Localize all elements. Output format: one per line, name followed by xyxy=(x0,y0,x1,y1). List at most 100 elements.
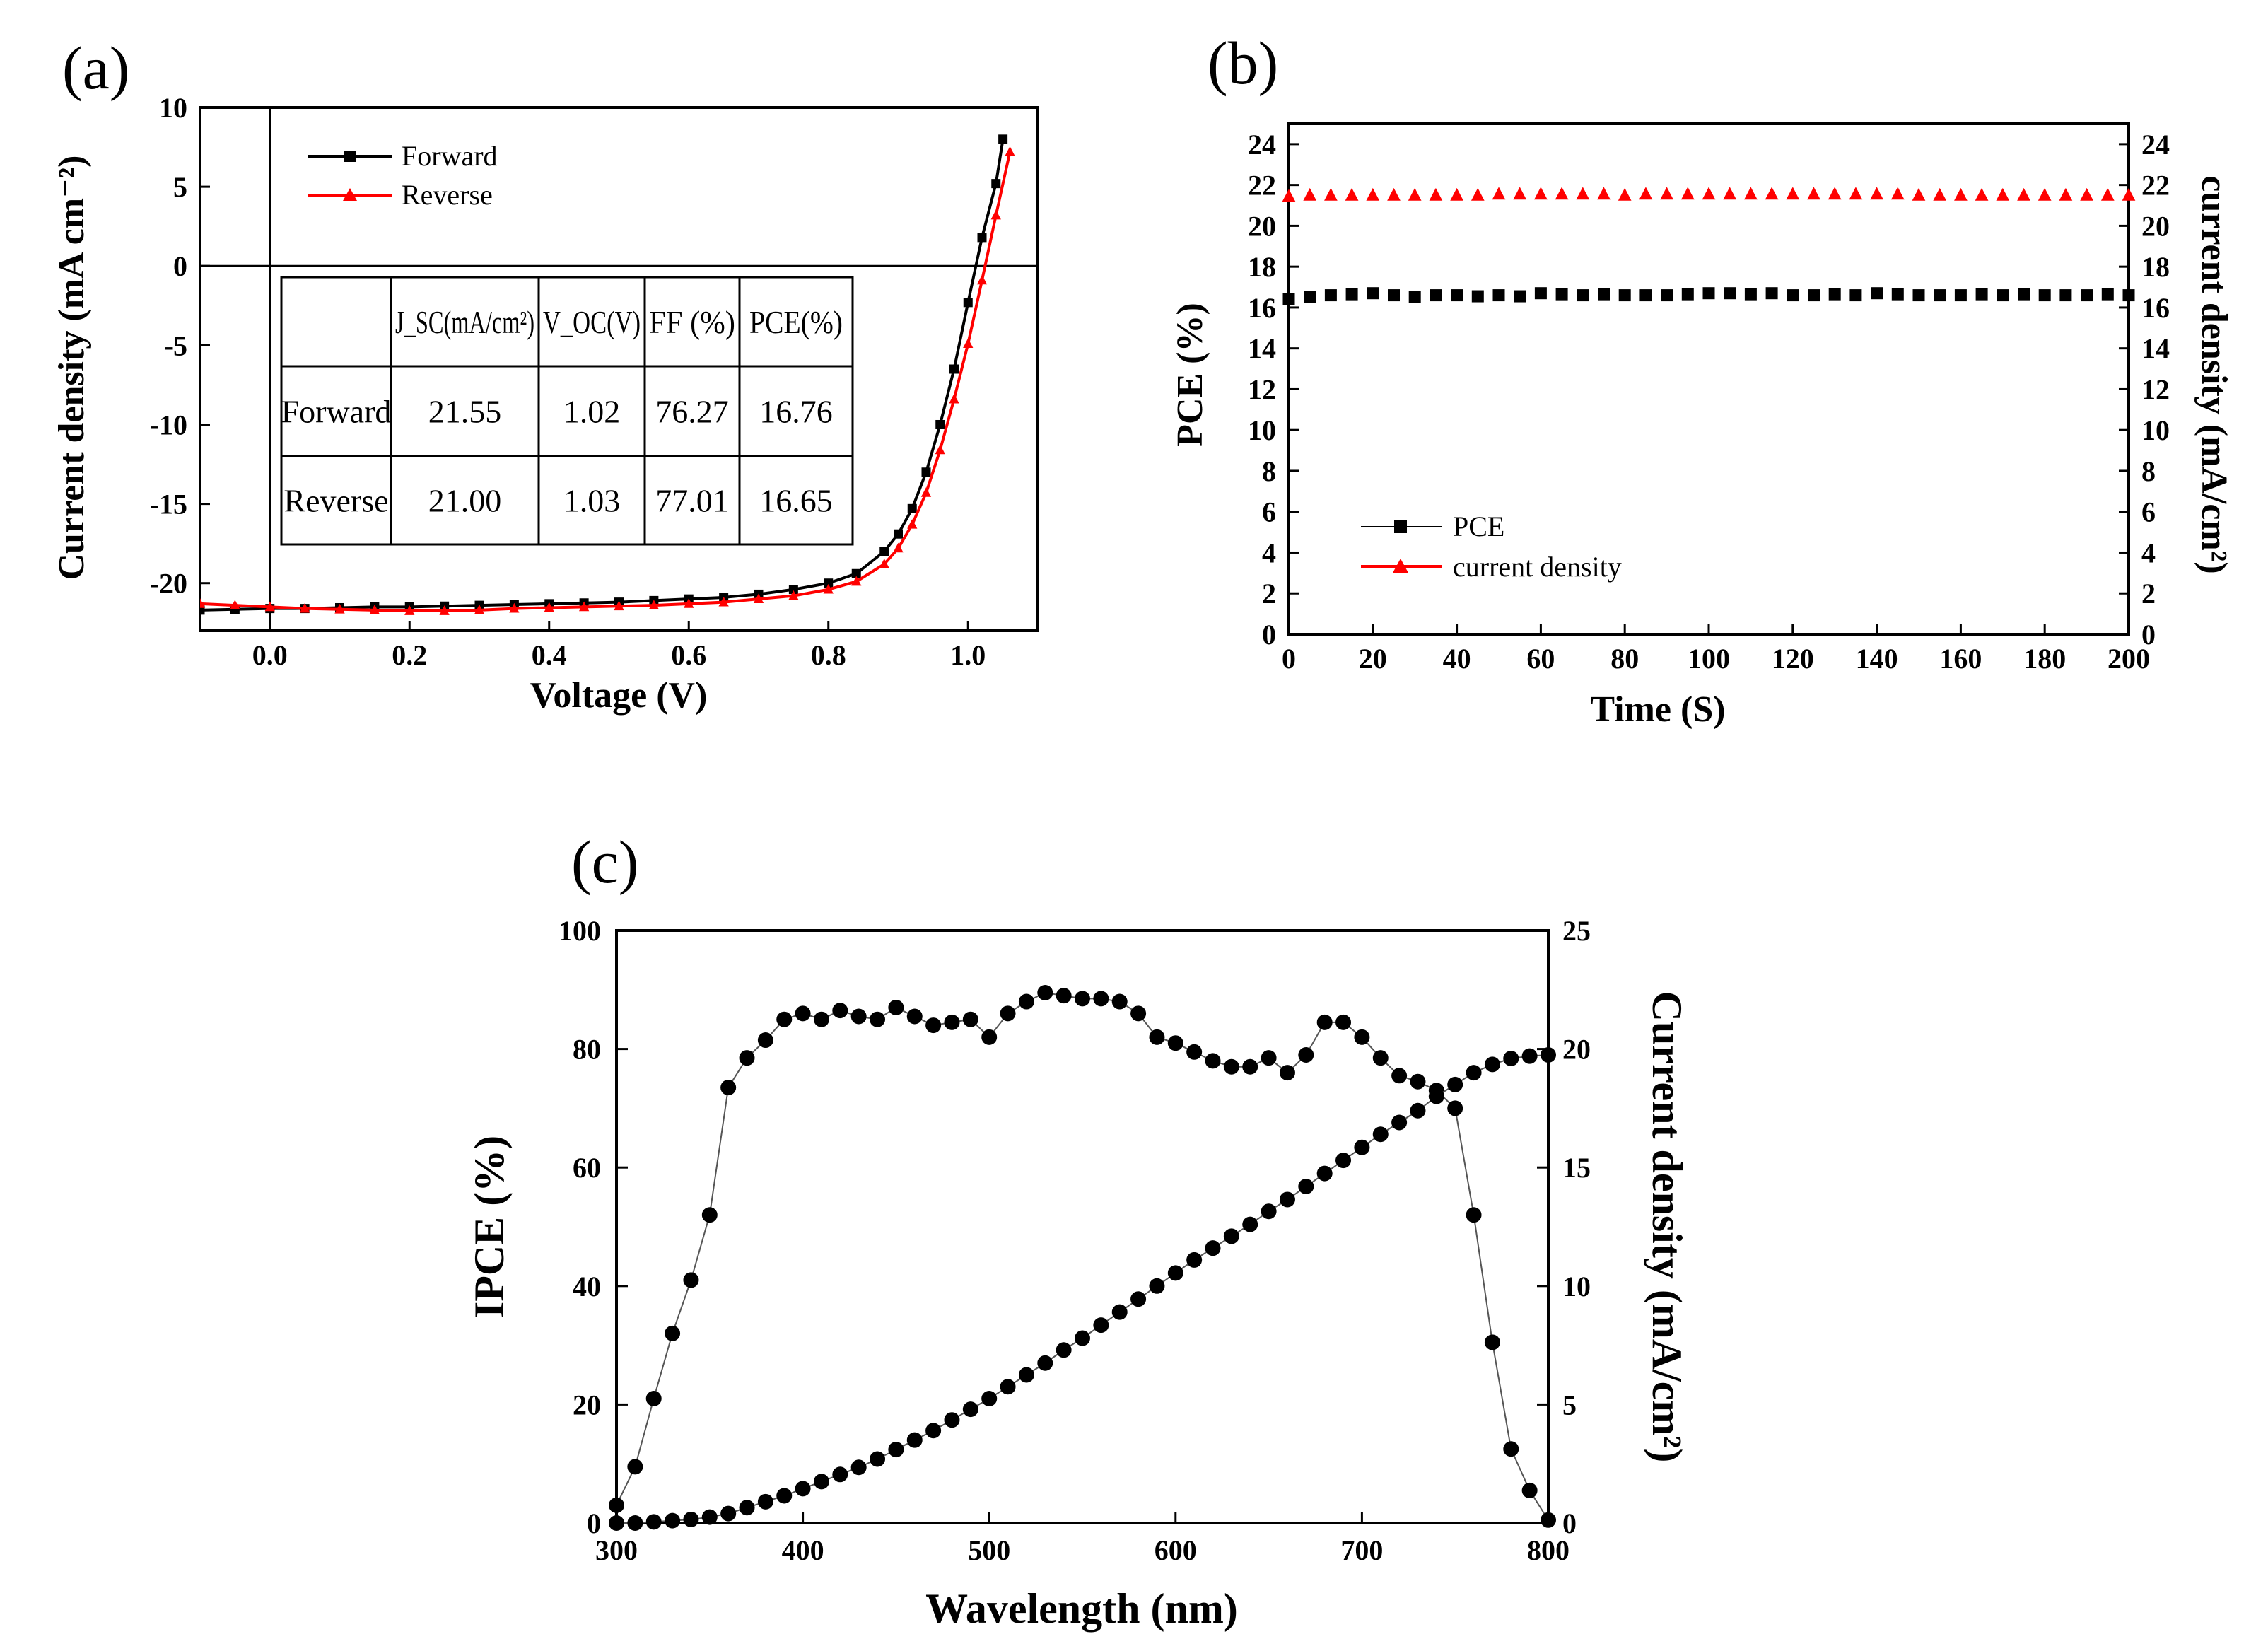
x-tick-label: 0.6 xyxy=(671,639,706,671)
table-cell: 16.76 xyxy=(759,394,833,430)
data-point-reverse xyxy=(893,542,904,553)
x-tick-label: 1.0 xyxy=(950,639,986,671)
data-point-reverse xyxy=(578,601,590,612)
panel-a-series xyxy=(200,134,1015,615)
table-cell: Forward xyxy=(281,394,392,430)
data-point-current-density xyxy=(1242,1216,1258,1232)
data-point-pce xyxy=(1534,287,1547,300)
data-point-current-density xyxy=(1111,1304,1128,1320)
y2-tick-label: 25 xyxy=(1562,915,1591,947)
data-point-reverse xyxy=(474,605,485,614)
data-point-pce xyxy=(1808,289,1820,302)
data-point-ipce xyxy=(739,1050,755,1066)
data-point-current-density xyxy=(1513,187,1527,200)
data-point-current-density xyxy=(906,1432,923,1448)
data-point-ipce xyxy=(1167,1035,1183,1051)
data-point-current-density xyxy=(1391,1114,1408,1131)
data-point-pce xyxy=(2059,289,2072,302)
data-point-pce xyxy=(1702,287,1715,300)
data-point-ipce xyxy=(1205,1053,1221,1069)
table-cell: 21.55 xyxy=(428,394,502,430)
data-point-current-density xyxy=(1492,187,1506,200)
y-tick-label: 18 xyxy=(1248,251,1276,283)
y2-tick-label: 6 xyxy=(2141,496,2156,528)
data-point-ipce xyxy=(925,1017,942,1034)
data-point-current-density xyxy=(2122,187,2136,201)
table-cell: 1.03 xyxy=(563,483,621,519)
y2-tick-label: 5 xyxy=(1562,1389,1577,1420)
data-point-ipce xyxy=(683,1272,699,1288)
y-tick-label: 16 xyxy=(1248,292,1276,324)
data-point-current-density xyxy=(1521,1048,1538,1064)
data-point-current-density xyxy=(1037,1355,1053,1371)
data-point-pce xyxy=(2018,288,2030,301)
data-point-current-density xyxy=(1870,187,1883,200)
panel-b-ylabel: PCE (%) xyxy=(1170,303,1210,447)
y2-tick-label: 8 xyxy=(2141,455,2156,487)
legend-current-marker xyxy=(1393,559,1408,573)
data-point-ipce xyxy=(1186,1044,1203,1060)
data-point-ipce xyxy=(1316,1014,1333,1030)
data-point-forward xyxy=(963,298,973,308)
data-point-current-density xyxy=(1018,1367,1034,1383)
data-point-ipce xyxy=(1075,991,1090,1007)
panel-a-ylabel: Current density (mA cm⁻²) xyxy=(52,156,92,581)
data-point-current-density xyxy=(1912,187,1926,201)
x-tick-label: 20 xyxy=(1359,643,1387,675)
data-point-pce xyxy=(1724,287,1736,300)
x-tick-label: 600 xyxy=(1155,1534,1197,1566)
data-point-ipce xyxy=(701,1207,718,1223)
data-point-ipce xyxy=(1372,1050,1389,1066)
panel-a-ticks: 0.0 0.2 0.4 0.6 0.8 1.0 10 5 0 -5 -10 -15 -20 xyxy=(150,92,1038,671)
series-line-ipce xyxy=(616,991,1549,1521)
panel-b-y2label: current density (mA/cm²) xyxy=(2194,175,2234,573)
data-point-pce xyxy=(1304,291,1316,303)
data-point-reverse xyxy=(718,596,729,607)
y-tick-label: 24 xyxy=(1248,129,1276,161)
y2-tick-label: 18 xyxy=(2141,251,2170,283)
x-tick-label: 700 xyxy=(1340,1534,1383,1566)
table-cell: Reverse xyxy=(284,483,388,519)
panel-c-xlabel: Wavelength (nm) xyxy=(925,1585,1238,1632)
data-point-current-density xyxy=(665,1512,681,1529)
data-point-ipce xyxy=(832,1003,848,1019)
data-point-reverse xyxy=(907,518,918,529)
data-point-reverse xyxy=(684,598,694,608)
data-point-pce xyxy=(1514,290,1526,303)
data-point-current-density xyxy=(1316,1165,1333,1182)
panel-a-chart: 0.0 0.2 0.4 0.6 0.8 1.0 10 5 0 -5 -10 -15 -20 Voltag… xyxy=(52,92,1039,716)
data-point-reverse xyxy=(823,583,834,594)
data-point-pce xyxy=(1598,288,1610,301)
data-point-ipce xyxy=(870,1011,886,1027)
data-point-ipce xyxy=(1000,1005,1016,1022)
series-line-forward xyxy=(200,139,1005,612)
data-point-pce xyxy=(1345,288,1358,301)
y-tick-label: 20 xyxy=(573,1389,601,1420)
data-point-ipce xyxy=(1242,1058,1258,1075)
data-point-current-density xyxy=(1660,187,1673,200)
data-point-forward xyxy=(935,419,945,429)
data-point-forward xyxy=(200,605,205,615)
table-header-cell: V_OC(V) xyxy=(543,304,641,340)
data-point-ipce xyxy=(1279,1065,1295,1081)
data-point-pce xyxy=(1388,289,1400,302)
data-point-ipce xyxy=(1261,1050,1277,1066)
y-tick-label: 10 xyxy=(159,92,187,124)
data-point-ipce xyxy=(962,1011,978,1027)
data-point-current-density xyxy=(1954,187,1968,201)
data-point-current-density xyxy=(627,1515,643,1531)
data-point-current-density xyxy=(2059,187,2073,201)
y2-tick-label: 20 xyxy=(2141,210,2170,242)
data-point-reverse xyxy=(920,487,932,497)
data-point-pce xyxy=(1555,288,1568,301)
data-point-current-density xyxy=(2017,187,2030,201)
data-point-pce xyxy=(2081,289,2093,302)
data-point-pce xyxy=(1891,288,1904,301)
data-point-pce xyxy=(1997,289,2009,302)
table-header-cell: J_SC(mA/cm²) xyxy=(395,304,534,340)
x-tick-label: 120 xyxy=(1772,643,1814,675)
legend-pce-label: PCE xyxy=(1453,511,1504,542)
data-point-reverse xyxy=(334,603,345,614)
data-point-forward xyxy=(788,585,798,595)
